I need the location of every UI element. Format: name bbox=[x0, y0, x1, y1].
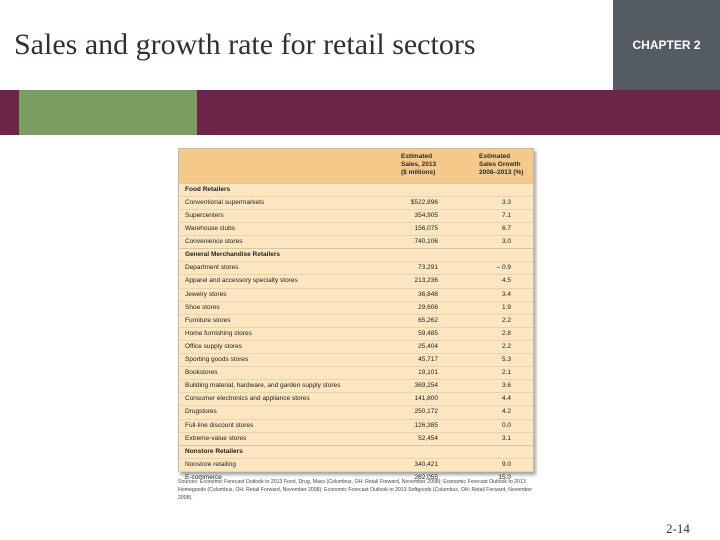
row-sales: 59,485 bbox=[418, 329, 438, 337]
table-row: Conventional supermarkets $522,896 3.3 bbox=[179, 196, 533, 209]
row-name: Department stores bbox=[185, 264, 239, 272]
table-row: Bookstores 19,101 2.1 bbox=[179, 366, 533, 379]
row-sales: 740,106 bbox=[414, 238, 439, 246]
growth-column-header: Estimated Sales Growth 2008–2013 (%) bbox=[479, 153, 524, 176]
section-header: Nonstore Retailers bbox=[179, 444, 533, 458]
row-growth: 4.2 bbox=[501, 408, 511, 416]
row-name: Extreme-value stores bbox=[185, 434, 247, 442]
row-sales: 213,236 bbox=[414, 277, 439, 285]
row-sales: 65,262 bbox=[418, 316, 438, 324]
row-name: Sporting goods stores bbox=[185, 356, 249, 364]
row-sales: 45,717 bbox=[418, 356, 438, 364]
row-growth: 3.3 bbox=[501, 199, 511, 206]
row-sales: 156,075 bbox=[414, 225, 439, 233]
table-row: Drugstores 250,172 4.2 bbox=[179, 405, 533, 418]
row-growth: 3.4 bbox=[501, 290, 511, 298]
row-name: Shoe stores bbox=[185, 303, 220, 311]
row-growth: 1.9 bbox=[501, 303, 511, 311]
row-sales: $522,896 bbox=[410, 199, 438, 206]
row-name: Home furnishing stores bbox=[185, 329, 252, 337]
row-sales: 25,404 bbox=[418, 342, 438, 350]
row-growth: 2.8 bbox=[501, 329, 511, 337]
row-name: E-commerce bbox=[185, 473, 222, 481]
row-name: Drugstores bbox=[185, 408, 217, 416]
page-number: 2-14 bbox=[666, 521, 690, 536]
row-name: Conventional supermarkets bbox=[185, 199, 265, 206]
row-growth: 9.0 bbox=[501, 460, 511, 468]
row-sales: 29,606 bbox=[418, 303, 438, 311]
sales-column-header: Estimated Sales, 2013 ($ millions) bbox=[401, 153, 437, 176]
accent-block bbox=[19, 90, 197, 135]
source-note: Sources: Economic Forecast Outlook to 20… bbox=[178, 479, 533, 501]
row-growth: – 0.9 bbox=[496, 264, 511, 272]
row-sales: 340,421 bbox=[414, 460, 439, 468]
table-row: Nonstore retailing 340,421 9.0 bbox=[179, 457, 533, 471]
row-growth: 15.0 bbox=[498, 473, 511, 481]
table-row: Jewelry stores 36,848 3.4 bbox=[179, 287, 533, 301]
row-sales: 250,172 bbox=[414, 408, 439, 416]
table-row: Supercenters 354,905 7.1 bbox=[179, 209, 533, 222]
row-growth: 2.1 bbox=[501, 369, 511, 377]
row-name: Supercenters bbox=[185, 212, 224, 220]
section-header: General Merchandise Retailers bbox=[179, 248, 533, 261]
row-growth: 3.1 bbox=[501, 434, 511, 442]
row-name: Warehouse clubs bbox=[185, 225, 235, 233]
table-row: Department stores 73,291 – 0.9 bbox=[179, 261, 533, 274]
table-row: Full-line discount stores 126,385 0.0 bbox=[179, 418, 533, 432]
table-row: Sporting goods stores 45,717 5.3 bbox=[179, 353, 533, 366]
table-row: Convenience stores 740,106 3.0 bbox=[179, 235, 533, 248]
row-name: Apparel and accessory specialty stores bbox=[185, 277, 298, 285]
table-row: Consumer electronics and appliance store… bbox=[179, 392, 533, 405]
row-name: Full-line discount stores bbox=[185, 421, 254, 429]
table-row: Home furnishing stores 59,485 2.8 bbox=[179, 326, 533, 340]
chapter-label: CHAPTER 2 bbox=[613, 0, 720, 90]
section-header: Food Retailers bbox=[179, 183, 533, 196]
row-growth: 7.1 bbox=[501, 212, 511, 220]
row-name: Building material, hardware, and garden … bbox=[185, 382, 341, 390]
row-name: Furniture stores bbox=[185, 316, 231, 324]
row-sales: 262,055 bbox=[414, 473, 439, 481]
row-sales: 141,800 bbox=[414, 395, 439, 403]
row-growth: 2.2 bbox=[501, 342, 511, 350]
row-growth: 6.7 bbox=[501, 225, 511, 233]
row-name: Bookstores bbox=[185, 369, 218, 377]
table-row: Office supply stores 25,404 2.2 bbox=[179, 339, 533, 353]
row-sales: 73,291 bbox=[418, 264, 438, 272]
row-sales: 36,848 bbox=[418, 290, 438, 298]
retail-sales-table: Estimated Sales, 2013 ($ millions) Estim… bbox=[178, 148, 534, 481]
table-row: Warehouse clubs 156,075 6.7 bbox=[179, 222, 533, 235]
table-row: Apparel and accessory specialty stores 21… bbox=[179, 274, 533, 287]
row-name: Convenience stores bbox=[185, 238, 243, 246]
table-header: Estimated Sales, 2013 ($ millions) Estim… bbox=[179, 149, 533, 183]
table-body: Food Retailers Conventional supermarkets $… bbox=[179, 183, 533, 484]
row-sales: 369,254 bbox=[414, 382, 439, 390]
table-row: Building material, hardware, and garden … bbox=[179, 379, 533, 392]
row-sales: 354,905 bbox=[414, 212, 439, 220]
row-sales: 52,454 bbox=[418, 434, 438, 442]
row-name: Consumer electronics and appliance store… bbox=[185, 395, 310, 403]
row-growth: 4.4 bbox=[501, 395, 511, 403]
row-name: Office supply stores bbox=[185, 342, 242, 350]
table-row: E-commerce 262,055 15.0 bbox=[179, 470, 533, 484]
row-growth: 5.3 bbox=[501, 356, 511, 364]
table-row: Furniture stores 65,262 2.2 bbox=[179, 313, 533, 327]
row-growth: 0.0 bbox=[501, 421, 511, 429]
table-row: Shoe stores 29,606 1.9 bbox=[179, 300, 533, 314]
row-sales: 19,101 bbox=[418, 369, 438, 377]
row-name: Nonstore retailing bbox=[185, 460, 236, 468]
row-name: Jewelry stores bbox=[185, 290, 227, 298]
slide-title: Sales and growth rate for retail sectors bbox=[14, 28, 476, 61]
row-sales: 126,385 bbox=[414, 421, 439, 429]
row-growth: 3.0 bbox=[501, 238, 511, 246]
row-growth: 4.5 bbox=[501, 277, 511, 285]
table-row: Extreme-value stores 52,454 3.1 bbox=[179, 431, 533, 445]
row-growth: 2.2 bbox=[501, 316, 511, 324]
row-growth: 3.6 bbox=[501, 382, 511, 390]
